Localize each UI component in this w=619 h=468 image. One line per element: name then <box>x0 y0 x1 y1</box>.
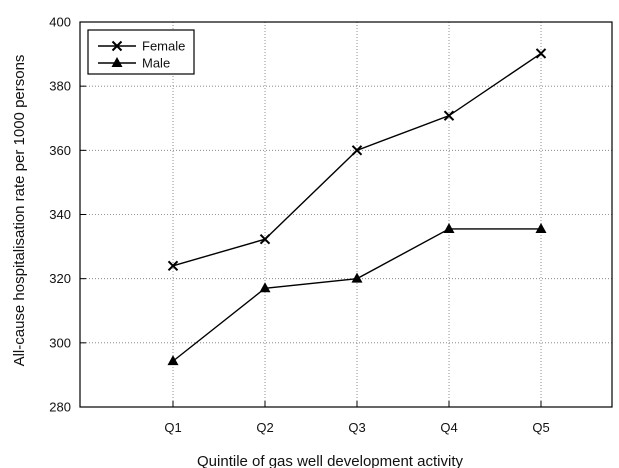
y-tick-label: 300 <box>49 335 71 350</box>
y-tick-label: 320 <box>49 271 71 286</box>
series-female <box>167 48 547 272</box>
x-marker-stroke <box>351 145 363 156</box>
data-point-female <box>167 260 179 272</box>
x-tick-label: Q2 <box>256 420 273 435</box>
data-point-male <box>535 222 547 233</box>
y-tick-label: 280 <box>49 400 71 415</box>
data-point-female <box>351 145 363 156</box>
x-marker-stroke <box>443 110 455 121</box>
y-tick-label: 400 <box>49 15 71 30</box>
data-point-female <box>259 233 271 245</box>
data-point-male <box>443 222 455 233</box>
x-marker-stroke <box>259 233 271 245</box>
legend-marker-male <box>111 57 123 67</box>
data-point-male <box>167 355 179 366</box>
x-marker-stroke <box>111 40 123 52</box>
data-point-male <box>351 272 363 283</box>
plot-frame <box>79 21 613 408</box>
x-marker-stroke <box>535 48 547 59</box>
x-axis-title: Quintile of gas well development activit… <box>197 453 463 468</box>
y-tick-label: 340 <box>49 207 71 222</box>
legend: Female Male <box>87 29 195 75</box>
series-layer <box>167 48 547 366</box>
legend-marker-female <box>111 40 123 52</box>
y-tick-label: 360 <box>49 143 71 158</box>
x-tick-label: Q5 <box>532 420 549 435</box>
axis-ticks: 280 300 320 340 360 380 400 Q1 Q2 Q3 Q4 Q5 <box>49 15 549 436</box>
y-tick-label: 380 <box>49 79 71 94</box>
data-point-female <box>443 110 455 121</box>
x-tick-label: Q1 <box>164 420 181 435</box>
series-male <box>167 222 547 366</box>
data-point-male <box>259 282 271 293</box>
legend-box <box>87 29 195 75</box>
legend-label-male: Male <box>142 56 170 71</box>
grid-lines <box>80 22 612 407</box>
legend-label-female: Female <box>142 39 185 54</box>
data-point-female <box>535 48 547 59</box>
y-axis-title: All-cause hospitalisation rate per 1000 … <box>11 55 28 367</box>
x-tick-label: Q3 <box>348 420 365 435</box>
x-marker-stroke <box>167 260 179 272</box>
x-tick-label: Q4 <box>440 420 457 435</box>
